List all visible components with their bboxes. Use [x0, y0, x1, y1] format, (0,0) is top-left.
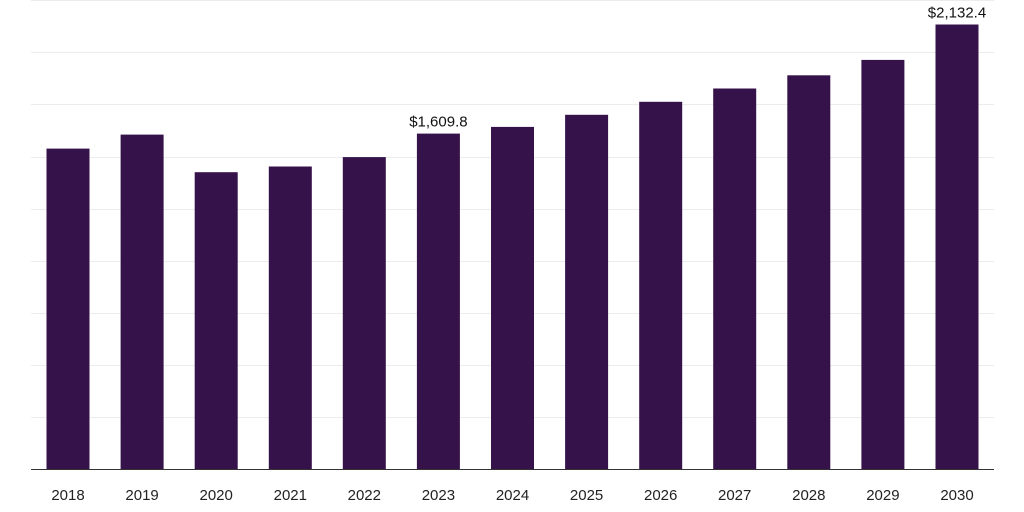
- x-tick-label: 2029: [866, 487, 899, 504]
- bars: [46, 24, 979, 470]
- bar-2024: [491, 126, 534, 470]
- data-label: $1,609.8: [409, 114, 467, 131]
- bar-2025: [565, 114, 609, 470]
- bar-2026: [639, 101, 683, 470]
- bar-2018: [46, 148, 90, 470]
- x-tick-label: 2027: [718, 487, 751, 504]
- x-tick-labels: 2018 2019 2020 2021 2022 2023 2024 2025 2026 2027…: [51, 487, 973, 504]
- bar-2029: [861, 59, 905, 470]
- x-tick-label: 2030: [940, 487, 973, 504]
- x-tick-label: 2020: [200, 487, 233, 504]
- x-tick-label: 2025: [570, 487, 603, 504]
- bar-2021: [268, 166, 312, 470]
- bar-2019: [120, 134, 164, 470]
- bar-2028: [787, 75, 831, 470]
- bar-2020: [194, 172, 238, 470]
- x-tick-label: 2026: [644, 487, 677, 504]
- x-tick-label: 2021: [274, 487, 307, 504]
- data-label: $2,132.4: [928, 5, 986, 22]
- x-tick-label: 2024: [496, 487, 529, 504]
- bar-2027: [713, 88, 757, 470]
- x-tick-label: 2019: [125, 487, 158, 504]
- data-labels: $1,609.8 $2,132.4: [409, 5, 986, 131]
- x-tick-label: 2022: [348, 487, 381, 504]
- x-tick-label: 2018: [51, 487, 84, 504]
- bar-2030: [935, 24, 979, 470]
- x-tick-label: 2023: [422, 487, 455, 504]
- bar-2023: [416, 133, 460, 470]
- x-tick-label: 2028: [792, 487, 825, 504]
- bar-2022: [342, 157, 386, 470]
